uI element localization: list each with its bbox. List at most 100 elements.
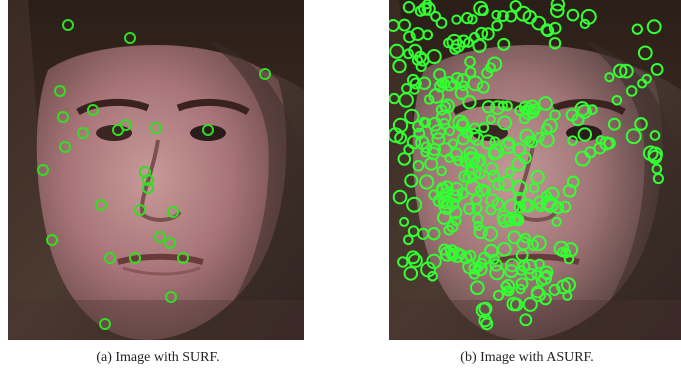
keypoint-circle [497,37,511,51]
keypoint-circle [134,204,146,216]
keypoint-circle [95,199,107,211]
keypoint-circle [515,277,529,291]
keypoint-circle [489,136,501,148]
keypoint-circle [392,189,408,205]
figure-panel-a [8,0,304,340]
keypoint-circle [466,128,481,143]
keypoint-circle [566,8,580,22]
keypoint-circle [449,43,461,55]
keypoint-circle [631,23,643,35]
keypoint-circle [506,296,522,312]
keypoint-circle [530,169,545,185]
keypoint-circle [46,234,58,246]
keypoint-circle [472,262,483,273]
keypoint-circle [563,242,579,258]
keypoint-circle [444,244,459,259]
keypoint-circle [473,224,488,240]
keypoint-circle [406,250,421,265]
keypoint-circle [449,181,464,197]
keypoint-circle [524,268,538,281]
keypoint-circle [421,1,436,16]
keypoint-circle [515,265,527,276]
keypoint-circle [404,108,420,125]
keypoint-markers-dense [389,0,664,331]
keypoint-circle [406,196,423,213]
keypoint-circle [511,213,525,227]
keypoint-circle [455,118,470,133]
keypoint-circle [556,279,571,295]
keypoint-circle [438,199,455,215]
keypoint-circle [482,226,498,242]
keypoint-circle [415,135,430,150]
keypoint-markers [37,19,271,330]
keypoint-circle [392,117,409,134]
keypoint-circle [430,10,442,22]
keypoint-circle [420,261,437,278]
keypoint-circle [522,296,538,312]
keypoint-circle [548,283,561,296]
keypoint-circle [464,55,476,68]
keypoint-circle [462,95,477,110]
keypoint-circle [504,167,515,178]
keypoint-circle [411,54,423,66]
keypoint-circle [533,195,548,210]
keypoint-circle [476,80,490,94]
keypoint-circle [403,266,419,281]
keypoint-circle [444,125,456,137]
keypoint-circle [574,150,591,167]
keypoint-circle [471,153,487,168]
keypoint-circle [446,197,460,211]
keypoint-circle [403,48,414,60]
keypoint-circle [463,202,476,216]
keypoint-circle [565,108,579,122]
keypoint-circle [410,26,425,42]
keypoint-circle [399,216,410,227]
keypoint-circle [641,73,652,84]
keypoint-circle [503,285,515,297]
keypoint-circle [37,164,49,176]
keypoint-circle [489,264,505,281]
keypoint-circle [464,66,477,78]
keypoint-circle [485,114,496,125]
keypoint-circle [150,122,162,134]
keypoint-circle [59,141,71,153]
keypoint-circle [489,258,503,272]
caption-surf: (a) Image with SURF. [96,350,220,365]
keypoint-circle [549,109,561,121]
keypoint-circle [389,92,400,105]
keypoint-circle [497,213,512,228]
keypoint-circle [492,289,505,301]
keypoint-circle [490,100,505,115]
face-photo-surf [8,0,304,340]
keypoint-circle [574,101,591,117]
figure-panel-b [389,0,681,340]
keypoint-circle [451,14,462,25]
keypoint-circle [436,165,447,177]
keypoint-circle [539,132,555,148]
keypoint-circle [401,83,413,94]
keypoint-circle [62,19,74,31]
keypoint-circle [487,169,501,183]
keypoint-circle [461,12,474,25]
keypoint-circle [414,5,427,17]
keypoint-circle [77,127,89,139]
keypoint-circle [397,152,412,166]
keypoint-circle [530,285,545,299]
keypoint-circle [164,237,176,249]
keypoint-circle [478,122,490,134]
keypoint-circle [57,111,69,123]
keypoint-circle [513,200,527,214]
keypoint-circle [619,63,634,79]
keypoint-circle [443,37,454,49]
caption-asurf: (b) Image with ASURF. [460,350,594,365]
face-photo-asurf [389,0,681,340]
keypoint-circle [104,252,116,264]
keypoint-circle [527,239,539,251]
keypoint-circle [397,256,409,268]
keypoint-circle [412,159,425,172]
keypoint-circle [542,118,558,134]
keypoint-circle [426,48,442,65]
keypoint-circle [541,24,555,38]
keypoint-circle [567,135,578,146]
keypoint-circle [518,151,532,165]
